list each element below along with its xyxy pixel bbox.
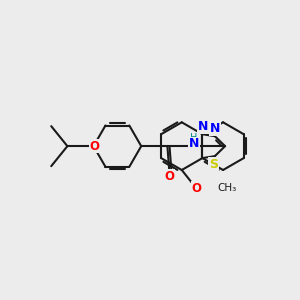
Text: O: O — [89, 140, 99, 153]
Text: N: N — [189, 137, 199, 150]
Text: N: N — [198, 120, 208, 133]
Text: O: O — [191, 182, 201, 195]
Text: N: N — [210, 122, 220, 135]
Text: H: H — [190, 133, 198, 143]
Text: O: O — [164, 170, 174, 183]
Text: S: S — [209, 158, 218, 171]
Text: CH₃: CH₃ — [218, 184, 237, 194]
